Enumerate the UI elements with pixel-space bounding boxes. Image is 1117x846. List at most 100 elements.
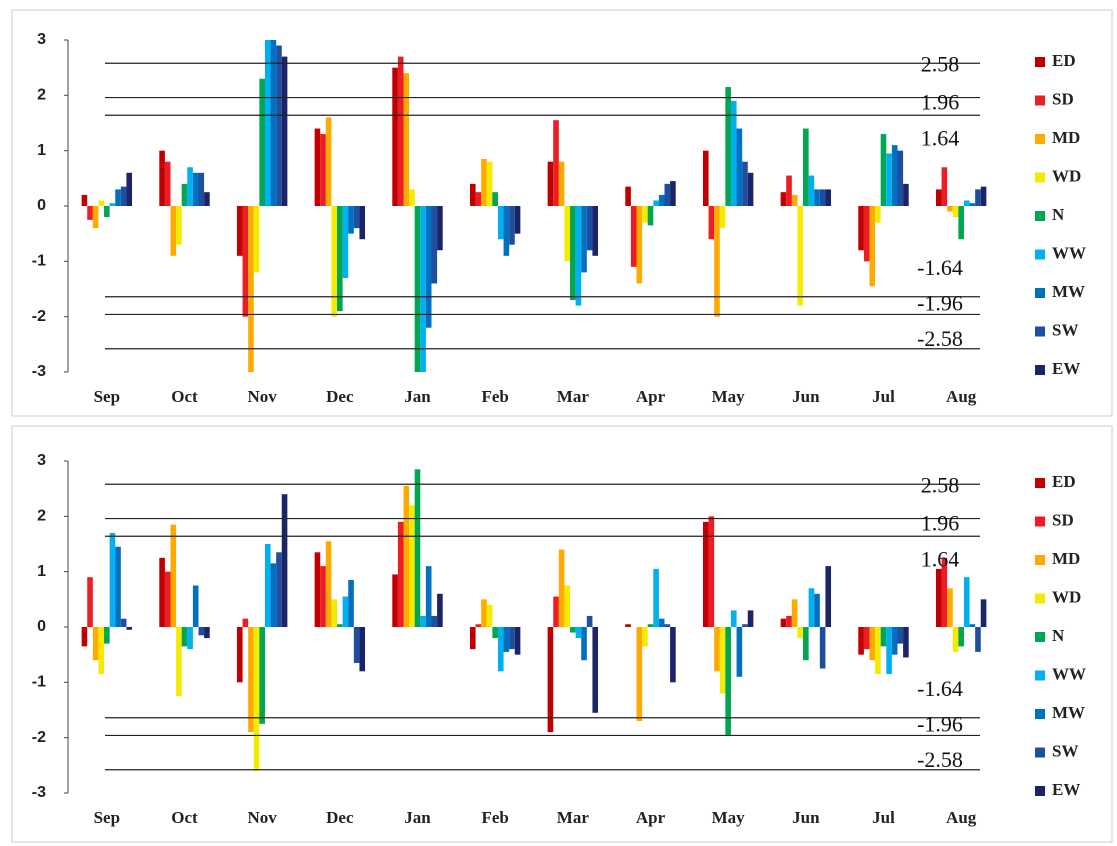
legend-label: WW — [1052, 664, 1086, 683]
bar — [170, 524, 177, 627]
reference-label: -1.64 — [917, 255, 963, 280]
bar — [575, 206, 582, 306]
legend-swatch — [1035, 747, 1045, 758]
bar — [886, 627, 892, 675]
reference-label: 2.58 — [921, 51, 960, 76]
bar — [664, 624, 671, 627]
bar — [725, 87, 731, 206]
bar — [503, 627, 510, 652]
x-tick-label: Sep — [94, 808, 120, 827]
bar — [891, 145, 898, 206]
bar — [437, 206, 443, 251]
bar — [880, 134, 887, 206]
y-tick-label: -1 — [32, 674, 46, 691]
x-tick-label: May — [712, 387, 746, 406]
y-tick-label: 2 — [37, 87, 46, 104]
bar — [791, 599, 798, 627]
bar — [803, 627, 809, 661]
bar — [281, 494, 288, 627]
bar — [941, 557, 948, 627]
bar — [730, 610, 737, 627]
bar — [747, 172, 754, 206]
bar — [320, 134, 326, 206]
bar — [747, 610, 754, 627]
bar — [786, 175, 792, 206]
bar — [897, 627, 904, 644]
bar — [780, 618, 787, 627]
reference-label: -1.64 — [917, 676, 963, 701]
legend-swatch — [1035, 516, 1045, 527]
bar — [475, 624, 482, 627]
bar — [858, 206, 864, 251]
bar — [863, 206, 870, 262]
bar — [325, 117, 332, 206]
bar — [164, 571, 171, 627]
bar — [392, 574, 398, 627]
bar — [863, 627, 870, 650]
bar — [164, 161, 171, 206]
legend-label: ED — [1052, 51, 1076, 70]
bar — [708, 516, 715, 627]
bar — [581, 206, 587, 273]
legend-swatch — [1035, 709, 1045, 719]
bar — [869, 627, 876, 661]
reference-label: -2.58 — [917, 326, 963, 351]
bar — [331, 206, 338, 317]
bar — [708, 206, 715, 240]
legend-swatch — [1035, 249, 1045, 260]
bar — [947, 206, 953, 212]
bar — [958, 627, 964, 647]
bar — [969, 624, 976, 627]
bar — [337, 624, 343, 627]
bar — [797, 627, 804, 639]
legend-label: EW — [1052, 780, 1080, 799]
reference-label: -1.96 — [917, 712, 963, 737]
x-tick-label: Mar — [557, 808, 590, 827]
reference-label: 1.96 — [921, 511, 960, 536]
legend-label: N — [1052, 205, 1065, 224]
bar — [104, 627, 110, 644]
bar — [425, 206, 432, 328]
bar — [947, 588, 953, 627]
reference-label: 1.64 — [921, 125, 960, 150]
bar — [469, 183, 476, 206]
bar — [625, 624, 631, 627]
legend-label: WD — [1052, 587, 1081, 606]
bar — [714, 627, 720, 672]
bar — [592, 206, 599, 256]
legend-label: WD — [1052, 166, 1081, 185]
bar — [509, 627, 515, 650]
legend-label: SD — [1052, 510, 1074, 529]
legend-swatch — [1035, 211, 1045, 221]
bar — [869, 206, 876, 287]
bar — [492, 627, 498, 639]
y-tick-label: 2 — [37, 508, 46, 525]
legend-label: SW — [1052, 320, 1078, 339]
bar — [481, 599, 487, 627]
bar — [702, 521, 709, 627]
bar — [941, 167, 948, 206]
bar — [353, 627, 360, 663]
legend-swatch — [1035, 95, 1045, 106]
legend-swatch — [1035, 326, 1045, 337]
reference-label: 2.58 — [921, 472, 960, 497]
reference-label: -2.58 — [917, 747, 963, 772]
bar — [808, 588, 815, 627]
bar — [109, 532, 116, 627]
bar — [276, 552, 282, 627]
bar — [814, 593, 820, 627]
bar — [969, 203, 976, 206]
bar — [509, 206, 515, 245]
bar — [630, 206, 637, 267]
bar — [469, 627, 476, 650]
bar — [592, 627, 599, 713]
x-tick-label: Jun — [792, 808, 820, 827]
bar — [825, 189, 832, 206]
bar — [486, 161, 493, 206]
bar — [647, 206, 654, 226]
x-tick-label: Apr — [636, 387, 666, 406]
bar — [331, 599, 338, 627]
bar — [625, 186, 631, 206]
bar — [581, 627, 587, 661]
legend-swatch — [1035, 555, 1045, 565]
